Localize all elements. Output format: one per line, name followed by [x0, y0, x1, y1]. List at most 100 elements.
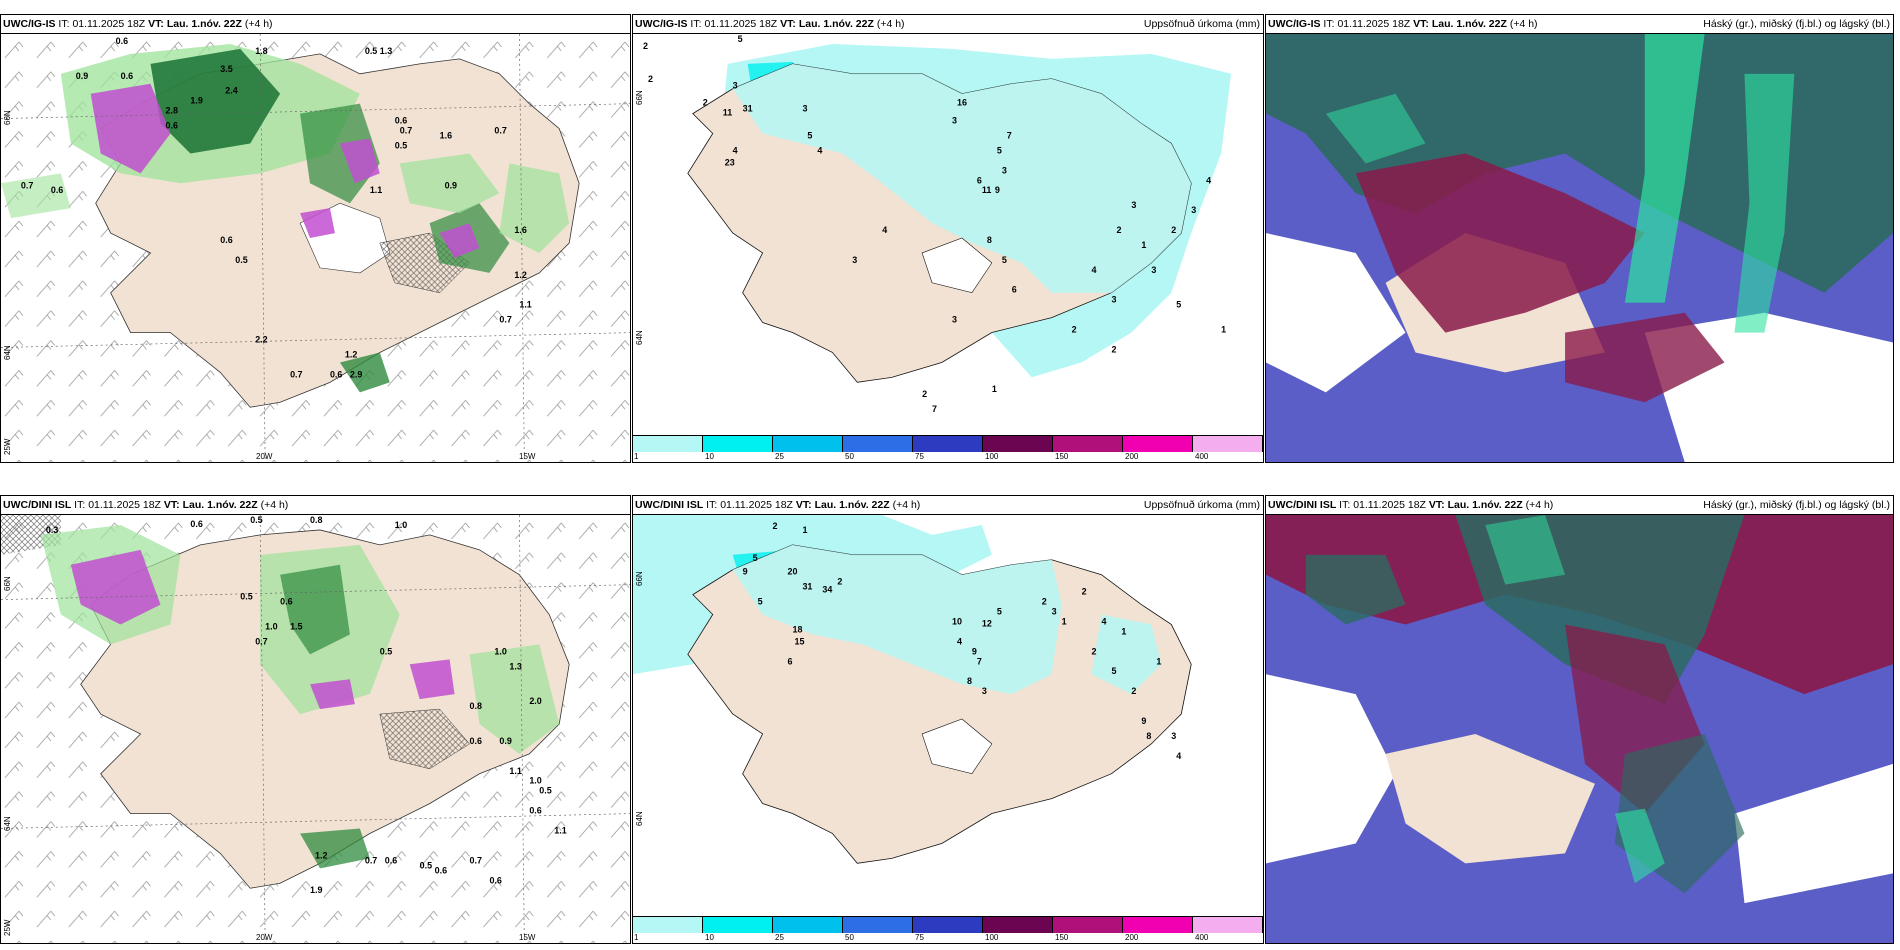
panel-header: UWC/DINI ISL IT: 01.11.2025 18Z VT: Lau.… — [1, 496, 630, 515]
map-value-label: 4 — [1102, 616, 1107, 626]
map-value-label: 5 — [1111, 666, 1116, 676]
map-value-label: 0.6 — [165, 121, 177, 131]
map-value-label: 0.5 — [235, 255, 247, 265]
map-value-label: 3.5 — [220, 64, 232, 74]
map-value-label: 3 — [1002, 165, 1007, 175]
vt-value: Lau. 1.nóv. 22Z — [182, 499, 258, 511]
map-value-label: 0.6 — [330, 369, 342, 379]
map-value-label: 5 — [1176, 300, 1181, 310]
map-value-label: 9 — [995, 185, 1000, 195]
map-precip[interactable]: 2 5 2 3 2 11 31 23 3 4 5 4 3 16 7 5 6 3 11 9 8 5 6 2 4 3 2 3 1 3 2 3 4 5 2… — [633, 34, 1263, 436]
it-value: 01.11.2025 18Z — [704, 18, 778, 30]
lon-label-25w: 25W — [3, 438, 12, 455]
map-value-label: 0.6 — [280, 597, 292, 607]
map-value-label: 5 — [753, 553, 758, 563]
map-value-label: 7 — [1007, 130, 1012, 140]
map-value-label: 0.8 — [470, 701, 482, 711]
lat-label-64: 64N — [3, 345, 12, 360]
map-value-label: 8 — [987, 235, 992, 245]
lon-label-15w: 15W — [519, 933, 536, 942]
panel-header: UWC/IG-IS IT: 01.11.2025 18Z VT: Lau. 1.… — [1, 15, 630, 34]
map-value-label: 3 — [1151, 265, 1156, 275]
map-value-label: 3 — [1131, 200, 1136, 210]
lead-time: (+4 h) — [892, 499, 921, 511]
panel-header: UWC/DINI ISL IT: 01.11.2025 18Z VT: Lau.… — [1266, 496, 1893, 515]
map-value-label: 1.2 — [315, 850, 327, 860]
map-value-label: 1.2 — [514, 270, 526, 280]
map-value-label: 1.0 — [395, 520, 407, 530]
vt-value: Lau. 1.nóv. 22Z — [798, 18, 874, 30]
map-value-label: 0.7 — [494, 126, 506, 136]
map-value-label: 0.6 — [51, 185, 63, 195]
panel-header: UWC/DINI ISL IT: 01.11.2025 18Z VT: Lau.… — [633, 496, 1263, 515]
map-value-label: 1 — [802, 525, 807, 535]
legend-swatch — [633, 917, 703, 933]
map-value-label: 2 — [1042, 597, 1047, 607]
vt-label: VT: — [163, 499, 180, 511]
map-value-label: 3 — [802, 104, 807, 114]
map-value-label: 5 — [997, 145, 1002, 155]
vt-label: VT: — [1413, 18, 1429, 30]
map-value-label: 2 — [648, 74, 653, 84]
map-precip[interactable]: 2 1 5 20 31 34 18 15 9 5 2 6 4 7 8 9 12 10 5 3 2 4 1 2 9 8 3 4 5 2 1 3 2… — [633, 515, 1263, 917]
map-wind-precip[interactable]: 0.6 1.8 0.5 0.6 0.9 3.5 2.4 1.9 2.8 1.3 0.6 0.7 1.6 0… — [1, 34, 630, 462]
map-value-label: 5 — [997, 607, 1002, 617]
map-value-label: 0.3 — [46, 525, 58, 535]
lon-label-15w: 15W — [519, 452, 536, 461]
map-value-label: 2 — [837, 577, 842, 587]
lat-label-64: 64N — [635, 330, 644, 345]
legend-swatch — [1123, 436, 1193, 452]
map-value-label: 0.6 — [190, 519, 202, 529]
map-value-label: 0.5 — [395, 140, 407, 150]
legend-swatch — [703, 436, 773, 452]
map-wind-precip[interactable]: 0.3 0.6 0.5 0.8 1.0 0.5 0.6 1.5 1.0 0.7 0.5 1.0 1.3 2… — [1, 515, 630, 943]
it-label: IT: — [1339, 499, 1351, 511]
panel-title: Uppsöfnuð úrkoma (mm) — [1143, 499, 1260, 511]
vt-label: VT: — [795, 499, 812, 511]
map-value-label: 2 — [703, 98, 708, 108]
map-value-label: 4 — [1206, 175, 1211, 185]
map-value-label: 0.7 — [400, 126, 412, 136]
map-value-label: 1 — [1156, 656, 1161, 666]
legend-tick-label: 25 — [775, 933, 784, 942]
map-value-label: 1.0 — [265, 621, 277, 631]
it-label: IT: — [74, 499, 86, 511]
map-value-label: 2 — [773, 521, 778, 531]
map-value-label: 0.7 — [499, 315, 511, 325]
map-value-label: 0.6 — [470, 736, 482, 746]
map-clouds[interactable] — [1266, 515, 1893, 943]
legend-swatch — [633, 436, 703, 452]
lead-time: (+4 h) — [1525, 499, 1554, 511]
legend-swatch — [773, 917, 843, 933]
map-value-label: 1 — [1062, 616, 1067, 626]
panel-title: Háský (gr.), miðský (fj.bl.) og lágský (… — [1703, 18, 1890, 30]
it-label: IT: — [1323, 18, 1335, 30]
map-value-label: 1.5 — [290, 621, 302, 631]
legend-swatch — [913, 436, 983, 452]
lon-label-20w: 20W — [256, 452, 273, 461]
legend-swatch — [843, 436, 913, 452]
map-value-label: 5 — [1002, 255, 1007, 265]
map-value-label: 1.6 — [514, 225, 526, 235]
map-value-label: 10 — [952, 616, 962, 626]
map-value-label: 0.5 — [420, 860, 432, 870]
map-value-label: 1.1 — [554, 826, 566, 836]
map-value-label: 23 — [725, 157, 735, 167]
vt-value: Lau. 1.nóv. 22Z — [814, 499, 890, 511]
map-value-label: 5 — [807, 130, 812, 140]
map-value-label: 1.0 — [529, 776, 541, 786]
map-value-label: 18 — [792, 624, 802, 634]
legend-tick-label: 10 — [705, 452, 714, 461]
map-value-label: 0.7 — [21, 180, 33, 190]
map-value-label: 1.1 — [370, 185, 382, 195]
model-name: UWC/DINI ISL — [3, 499, 72, 511]
it-value: 01.11.2025 18Z — [88, 499, 161, 511]
legend-tick-label: 75 — [915, 933, 924, 942]
panel-igis-precip: UWC/IG-IS IT: 01.11.2025 18Z VT: Lau. 1.… — [632, 14, 1264, 463]
map-clouds[interactable] — [1266, 34, 1893, 462]
it-value: 01.11.2025 18Z — [1337, 18, 1411, 30]
vt-value: Lau. 1.nóv. 22Z — [1447, 499, 1523, 511]
map-value-label: 0.8 — [310, 515, 322, 525]
map-value-label: 34 — [822, 585, 832, 595]
map-value-label: 2.8 — [165, 106, 177, 116]
